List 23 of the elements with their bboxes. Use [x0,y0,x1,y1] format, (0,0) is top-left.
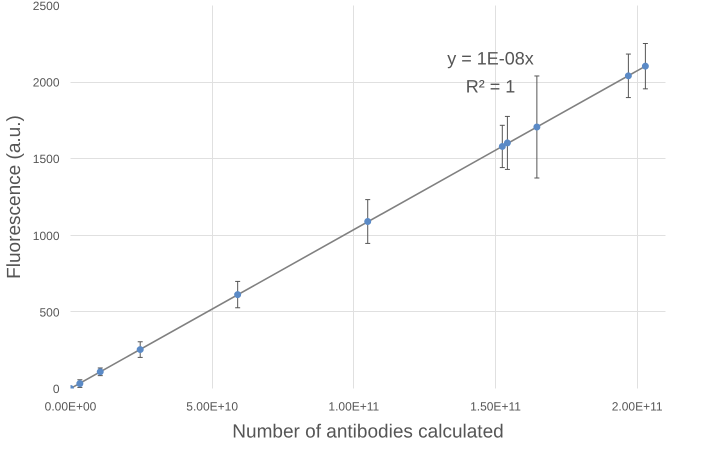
y-tick-label: 1000 [32,228,60,243]
point [504,139,511,146]
point [234,291,242,298]
annotation: y = 1E-08x [447,48,534,68]
x-tick-label: 2.00E+11 [612,400,663,414]
point [533,123,540,130]
y-tick-label: 2000 [32,76,60,90]
x-tick-label: 1.00E+11 [328,400,380,414]
x-tick-label: 1.50E+11 [470,400,522,414]
x-axis-title: Number of antibodies calculated [232,422,504,442]
point [498,142,506,150]
point [136,346,144,354]
y-axis-title: Fluorescence (a.u.) [4,115,25,279]
point [364,218,372,226]
y-tick-label: 1500 [32,152,60,166]
y-tick-label: 2500 [32,0,60,13]
x-tick-label: 0.00E+00 [44,400,97,414]
x-tick-label: 5.00E+10 [186,400,238,414]
point [642,62,649,70]
point [624,72,632,80]
annotation: R² = 1 [466,76,516,96]
y-tick-label: 0 [52,382,60,396]
y-tick-label: 500 [39,305,60,320]
